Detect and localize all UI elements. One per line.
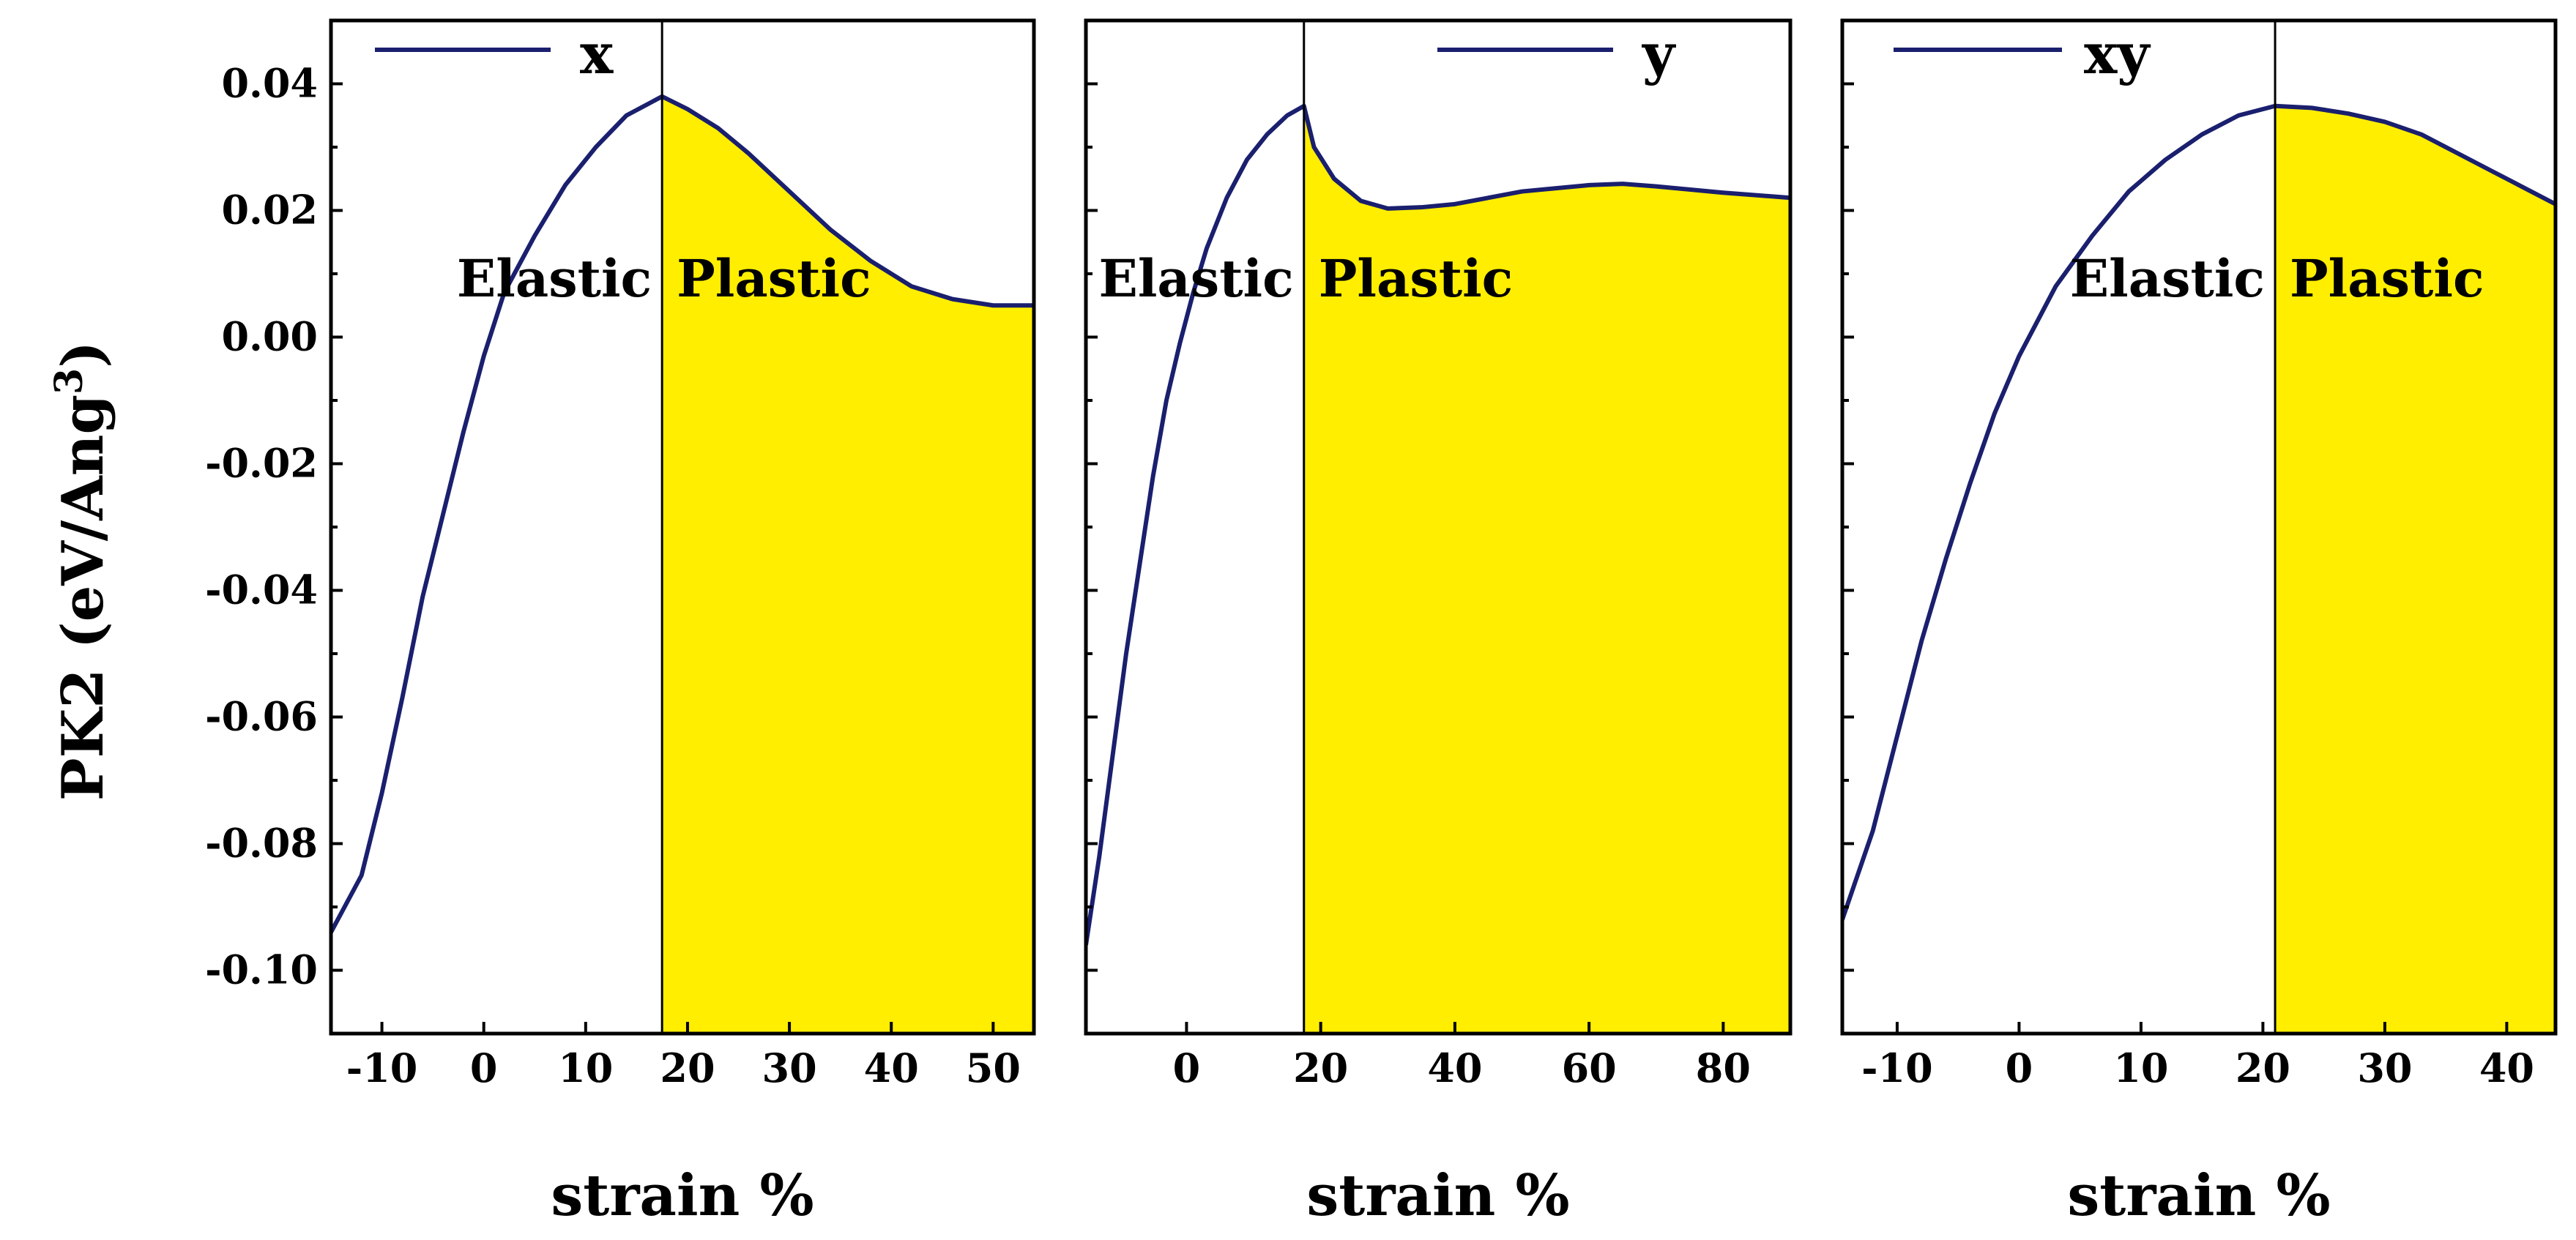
y-axis-title-superscript: 3 [47, 368, 92, 395]
x-tick-label: 30 [762, 1045, 817, 1091]
x-axis-title: strain % [2067, 1162, 2330, 1229]
y-tick-label: 0.00 [221, 313, 318, 360]
x-tick-label: 20 [660, 1045, 715, 1091]
x-tick-label: 40 [864, 1045, 919, 1091]
x-tick-label: 0 [470, 1045, 498, 1091]
x-tick-label: 20 [2236, 1045, 2290, 1091]
y-tick-label: -0.10 [205, 946, 318, 993]
x-tick-label: 0 [1173, 1045, 1201, 1091]
y-axis-title: PK2 (eV/Ang3) [47, 341, 116, 801]
elastic-label: Elastic [2070, 248, 2265, 309]
x-tick-label: -10 [1861, 1045, 1933, 1091]
x-tick-label: 50 [966, 1045, 1021, 1091]
x-tick-label: 10 [2113, 1045, 2168, 1091]
x-axis-title: strain % [1306, 1162, 1569, 1229]
chart-panel-x: 0.04 0.02 0.00 -0.02 -0.04 -0.06 -0.08 -0.10 -10… [205, 18, 1036, 1229]
x-tick-label: 40 [2479, 1045, 2534, 1091]
x-axis-title: strain % [551, 1162, 814, 1229]
plastic-region-fill [1303, 105, 1790, 1034]
plastic-region-fill [2275, 105, 2555, 1034]
series-line-xy [1842, 103, 2555, 921]
x-tick-label: 10 [558, 1045, 613, 1091]
series-line-x [331, 94, 1034, 934]
elastic-label: Elastic [1098, 248, 1293, 309]
y-tick-label: 0.04 [221, 60, 318, 107]
plastic-label: Plastic [1319, 248, 1514, 309]
legend-label: y [1642, 21, 1676, 86]
y-tick-label: 0.02 [221, 187, 318, 234]
x-tick-label: 60 [1562, 1045, 1617, 1091]
plastic-region-fill [662, 96, 1034, 1034]
chart-panel-xy: -10 0 10 20 30 40 strain % xy Elastic Plastic [1840, 18, 2558, 1229]
x-tick-label: 0 [2006, 1045, 2033, 1091]
x-tick-label: 80 [1696, 1045, 1751, 1091]
elastic-label: Elastic [457, 248, 652, 309]
legend-label: xy [2084, 21, 2151, 86]
chart-panels: 0.04 0.02 0.00 -0.02 -0.04 -0.06 -0.08 -0.10 -10… [205, 18, 2558, 1229]
series-line-y [1086, 103, 1790, 946]
y-axis-title-close: ) [50, 341, 116, 368]
y-tick-label: -0.06 [205, 693, 318, 740]
y-axis-title-main: PK2 (eV/Ang [50, 395, 116, 801]
x-tick-label: -10 [346, 1045, 418, 1091]
y-tick-label: -0.02 [205, 440, 318, 487]
plastic-label: Plastic [677, 248, 871, 309]
x-tick-label: 40 [1427, 1045, 1482, 1091]
legend-label: x [580, 21, 614, 86]
y-tick-label: -0.08 [205, 820, 318, 867]
x-tick-label: 20 [1293, 1045, 1348, 1091]
x-tick-label: 30 [2357, 1045, 2412, 1091]
plastic-label: Plastic [2290, 248, 2484, 309]
chart-panel-y: 0 20 40 60 80 strain % y Elastic Plastic [1084, 18, 1793, 1229]
y-tick-label: -0.04 [205, 567, 318, 613]
